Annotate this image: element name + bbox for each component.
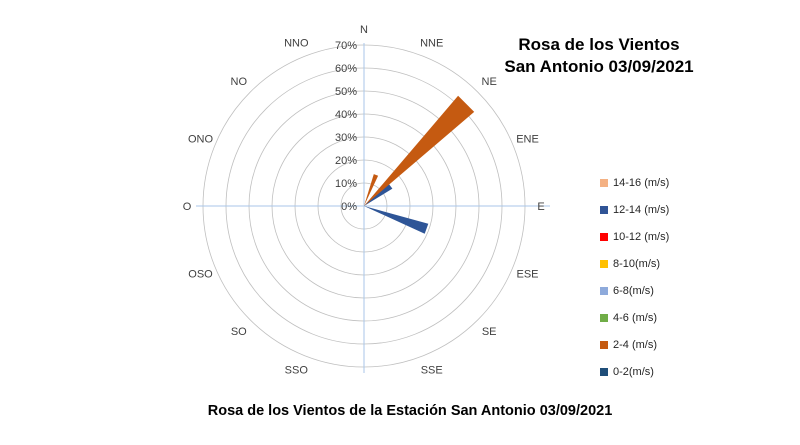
legend-label: 14-16 (m/s) [613,176,670,189]
direction-label-NE: NE [482,76,497,88]
direction-label-ONO: ONO [188,133,214,145]
legend-swatch-icon [600,286,608,295]
direction-label-SO: SO [231,326,247,338]
direction-label-NNE: NNE [420,38,443,50]
direction-label-ENE: ENE [516,133,539,145]
legend-item: 0-2(m/s) [600,358,669,385]
wind-wedge-NE-0-2 [364,182,393,206]
legend-label: 6-8(m/s) [613,284,654,297]
legend-swatch-icon [600,367,608,376]
chart-title: Rosa de los Vientos San Antonio 03/09/20… [488,34,710,78]
legend-label: 12-14 (m/s) [613,203,670,216]
legend-swatch-icon [600,313,608,322]
legend-item: 10-12 (m/s) [600,223,669,250]
direction-label-SSO: SSO [285,365,309,377]
legend: 14-16 (m/s) 12-14 (m/s) 10-12 (m/s) 8-10(m/… [600,169,669,385]
radial-tick-label: 30% [335,132,357,144]
legend-label: 8-10(m/s) [613,257,661,270]
legend-item: 14-16 (m/s) [600,169,669,196]
legend-label: 0-2(m/s) [613,365,654,378]
radial-tick-label: 60% [335,63,357,75]
figure-caption: Rosa de los Vientos de la Estación San A… [207,403,613,419]
direction-label-NNO: NNO [284,38,309,50]
legend-item: 2-4 (m/s) [600,331,669,358]
direction-label-SE: SE [482,326,497,338]
wind-wedge-NNE-2-4 [364,174,379,206]
wind-wedge-NE-2-4 [364,95,475,206]
radial-tick-label: 50% [335,86,357,98]
legend-swatch-icon [600,259,608,268]
legend-item: 12-14 (m/s) [600,196,669,223]
radial-tick-label: 0% [341,201,357,213]
direction-label-OSO: OSO [188,269,213,281]
legend-swatch-icon [600,340,608,349]
legend-item: 6-8(m/s) [600,277,669,304]
wind-wedge-ESE-0-2 [364,206,429,234]
legend-item: 8-10(m/s) [600,250,669,277]
legend-label: 10-12 (m/s) [613,230,670,243]
radial-tick-label: 40% [335,109,357,121]
chart-title-line2: San Antonio 03/09/2021 [504,57,694,76]
legend-label: 4-6 (m/s) [613,311,657,324]
direction-label-SSE: SSE [421,365,443,377]
legend-swatch-icon [600,178,608,187]
chart-title-line1: Rosa de los Vientos [518,35,680,54]
direction-label-N: N [360,24,368,36]
legend-label: 2-4 (m/s) [613,338,657,351]
direction-label-NO: NO [231,76,248,88]
legend-swatch-icon [600,232,608,241]
legend-item: 4-6 (m/s) [600,304,669,331]
radial-tick-label: 70% [335,40,357,52]
legend-swatch-icon [600,205,608,214]
direction-label-ESE: ESE [516,269,538,281]
radial-tick-label: 20% [335,155,357,167]
direction-label-O: O [183,201,192,213]
radial-tick-label: 10% [335,178,357,190]
direction-label-E: E [537,201,544,213]
